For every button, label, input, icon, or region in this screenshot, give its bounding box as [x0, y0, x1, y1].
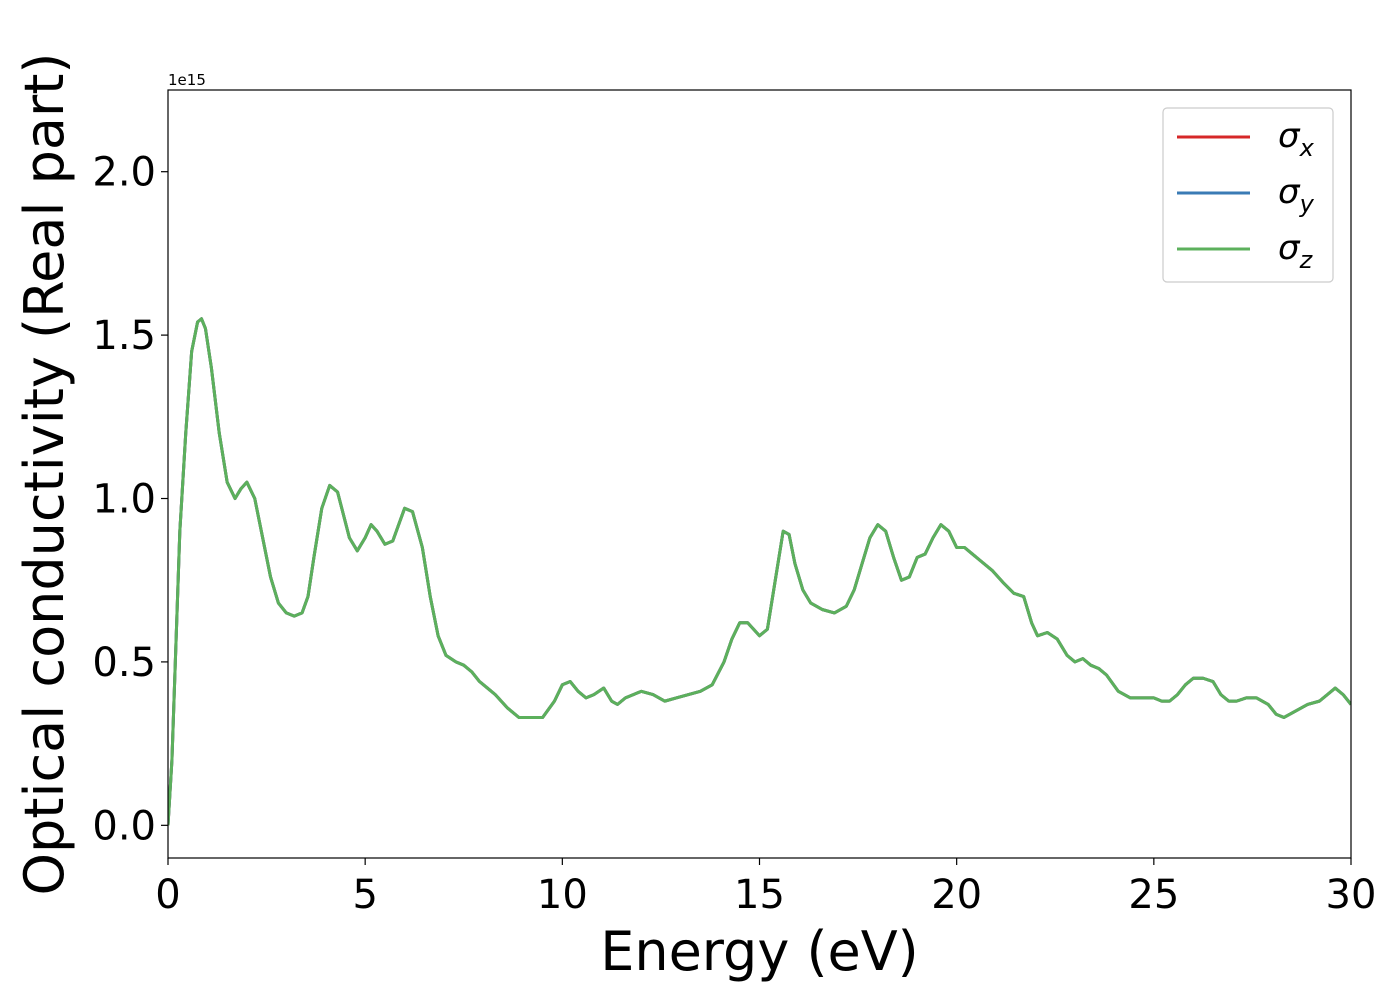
series-lines	[168, 317, 1351, 826]
x-axis-label: Energy (eV)	[600, 920, 919, 983]
x-tick-label: 10	[537, 872, 588, 918]
x-tick-label: 25	[1128, 872, 1179, 918]
y-tick-label: 0.5	[92, 640, 156, 686]
y-axis-ticks: 0.0 0.5 1.0 1.5 2.0	[92, 150, 168, 849]
x-tick-label: 30	[1326, 872, 1377, 918]
y-tick-label: 0.0	[92, 803, 156, 849]
plot-frame	[167, 89, 1352, 859]
x-tick-label: 20	[931, 872, 982, 918]
series-line-sigma-z	[168, 317, 1351, 826]
x-tick-label: 15	[734, 872, 785, 918]
y-tick-label: 1.5	[92, 313, 156, 359]
y-axis-label: Optical conductivity (Real part)	[13, 53, 76, 896]
plot-background	[168, 90, 1351, 858]
y-tick-label: 1.0	[92, 477, 156, 523]
legend-frame	[1162, 107, 1334, 283]
x-tick-label: 5	[352, 872, 377, 918]
y-tick-label: 2.0	[92, 150, 156, 196]
x-axis-ticks: 0 5 10 15 20 25 30	[155, 858, 1376, 918]
x-tick-label: 0	[155, 872, 180, 918]
y-offset-label: 1e15	[168, 71, 206, 89]
